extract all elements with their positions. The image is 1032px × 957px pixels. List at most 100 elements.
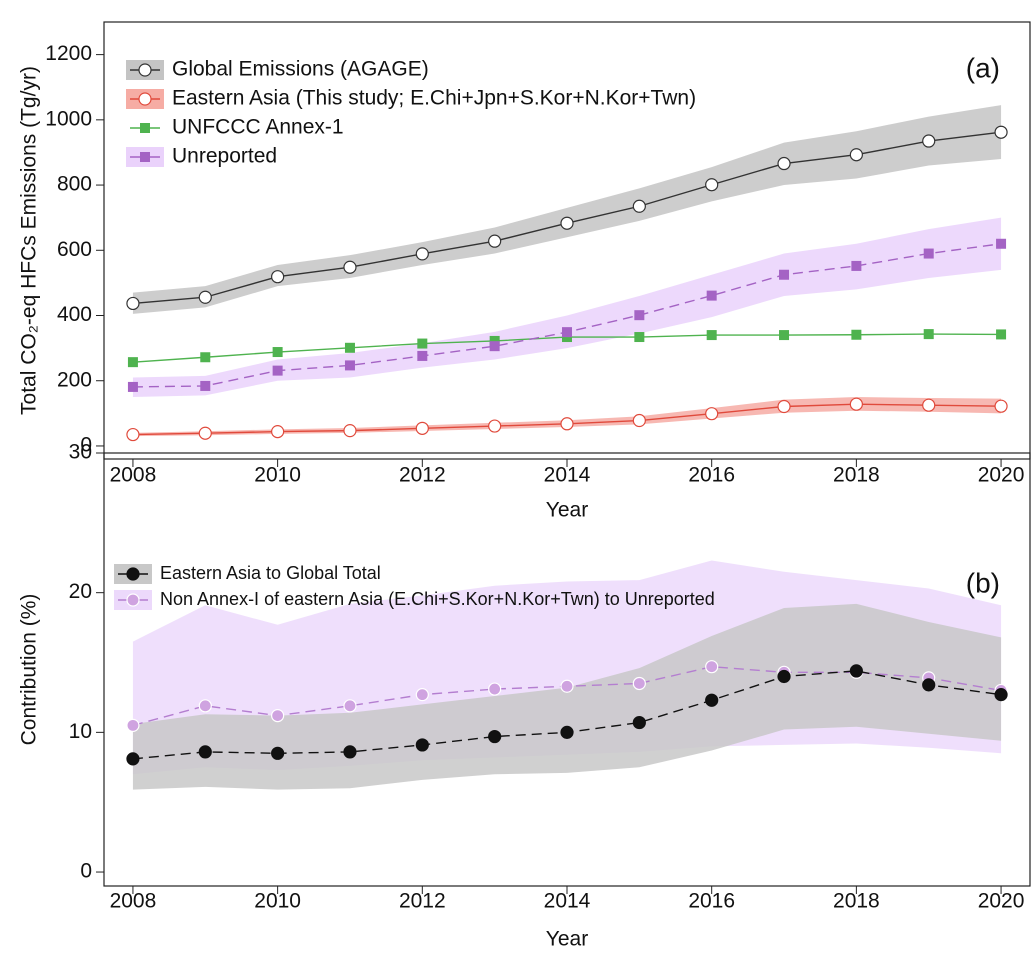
legend-marker xyxy=(126,567,140,581)
x-tick-label: 2014 xyxy=(544,464,591,487)
marker xyxy=(706,330,717,341)
marker xyxy=(271,746,285,760)
y-axis-title: Contribution (%) xyxy=(18,594,41,746)
legend-label: Eastern Asia to Global Total xyxy=(160,563,381,583)
marker xyxy=(417,350,428,361)
marker xyxy=(272,347,283,358)
marker xyxy=(198,699,212,713)
marker xyxy=(344,360,355,371)
y-tick-label: 1200 xyxy=(45,42,92,65)
marker xyxy=(923,248,934,259)
marker xyxy=(922,398,936,412)
marker xyxy=(198,290,212,304)
marker xyxy=(200,352,211,363)
marker xyxy=(849,397,863,411)
marker xyxy=(849,148,863,162)
marker xyxy=(415,688,429,702)
marker xyxy=(127,357,138,368)
x-tick-label: 2018 xyxy=(833,464,880,487)
marker xyxy=(996,238,1007,249)
x-tick-label: 2016 xyxy=(688,464,735,487)
uncertainty-band xyxy=(132,217,1002,398)
marker xyxy=(705,178,719,192)
legend-label: Unreported xyxy=(172,145,277,168)
marker xyxy=(343,260,357,274)
x-tick-label: 2016 xyxy=(688,890,735,913)
marker xyxy=(777,399,791,414)
uncertainty-band xyxy=(132,603,1002,790)
legend-marker xyxy=(140,123,150,133)
legend-marker xyxy=(126,593,140,607)
marker xyxy=(705,407,719,421)
x-tick-label: 2020 xyxy=(978,890,1025,913)
marker xyxy=(922,678,936,692)
marker xyxy=(849,664,863,678)
marker xyxy=(777,156,791,171)
marker xyxy=(488,682,502,696)
x-tick-label: 2018 xyxy=(833,890,880,913)
marker xyxy=(271,708,285,723)
y-tick-label: 1000 xyxy=(45,107,92,130)
marker xyxy=(632,413,646,428)
marker xyxy=(200,380,211,391)
marker xyxy=(415,421,429,435)
marker xyxy=(417,338,428,349)
marker xyxy=(779,330,790,341)
legend-label: Non Annex-I of eastern Asia (E.Chi+S.Kor… xyxy=(160,589,715,609)
marker xyxy=(706,290,717,301)
y-tick-label: 0 xyxy=(80,860,92,883)
marker xyxy=(560,679,574,693)
marker xyxy=(705,693,719,707)
marker xyxy=(489,341,500,352)
y-axis-title: Total CO₂-eq HFCs Emissions (Tg/yr) xyxy=(18,66,41,415)
x-tick-label: 2010 xyxy=(254,890,301,913)
y-tick-label: 600 xyxy=(57,238,92,261)
panel-label: (a) xyxy=(966,52,1000,83)
marker xyxy=(415,247,429,261)
marker xyxy=(634,332,645,343)
x-tick-label: 2012 xyxy=(399,890,446,913)
marker xyxy=(198,426,212,440)
x-tick-label: 2014 xyxy=(544,890,591,913)
marker xyxy=(922,134,936,148)
marker xyxy=(343,424,357,438)
marker xyxy=(851,329,862,340)
marker xyxy=(632,715,646,730)
x-axis-title: Year xyxy=(546,928,588,951)
y-tick-label: 0 xyxy=(80,434,92,457)
marker xyxy=(705,660,719,674)
x-tick-label: 2012 xyxy=(399,464,446,487)
y-tick-label: 800 xyxy=(57,173,92,196)
marker xyxy=(923,329,934,340)
marker xyxy=(994,688,1008,702)
marker xyxy=(126,718,140,732)
marker xyxy=(489,335,500,346)
marker xyxy=(126,296,140,311)
panel-label: (b) xyxy=(966,567,1000,598)
marker xyxy=(488,419,502,433)
x-tick-label: 2020 xyxy=(978,464,1025,487)
y-tick-label: 200 xyxy=(57,368,92,391)
marker xyxy=(851,260,862,271)
marker xyxy=(560,216,574,230)
marker xyxy=(343,699,357,713)
marker xyxy=(488,234,502,248)
marker xyxy=(271,270,285,284)
y-tick-label: 20 xyxy=(69,580,92,603)
marker xyxy=(272,365,283,376)
legend-label: Global Emissions (AGAGE) xyxy=(172,58,429,81)
marker xyxy=(779,269,790,280)
legend-marker xyxy=(140,152,150,162)
marker xyxy=(994,399,1008,413)
marker xyxy=(488,729,502,744)
legend-marker xyxy=(138,92,152,106)
marker xyxy=(996,329,1007,340)
marker xyxy=(560,417,574,431)
marker xyxy=(343,745,357,759)
marker xyxy=(560,725,574,739)
legend-label: Eastern Asia (This study; E.Chi+Jpn+S.Ko… xyxy=(172,87,696,110)
x-tick-label: 2008 xyxy=(110,890,157,913)
marker xyxy=(344,342,355,353)
marker xyxy=(127,381,138,392)
marker xyxy=(632,199,646,213)
